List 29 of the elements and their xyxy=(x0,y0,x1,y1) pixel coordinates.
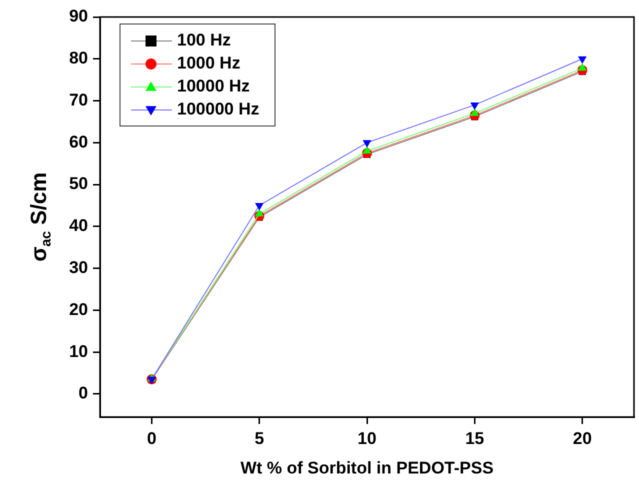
point xyxy=(255,208,264,216)
y-tick-label: 50 xyxy=(69,174,88,194)
point xyxy=(255,202,264,210)
x-tick-label: 10 xyxy=(358,428,376,448)
y-tick-label: 30 xyxy=(69,258,88,277)
point xyxy=(578,63,587,71)
y-tick-label: 60 xyxy=(69,132,88,152)
point xyxy=(578,56,587,64)
x-tick-label: 15 xyxy=(465,428,484,448)
y-tick-label: 70 xyxy=(69,90,88,110)
x-tick-label: 5 xyxy=(254,428,264,448)
y-axis-title: σac S/cm xyxy=(26,172,54,262)
x-tick-label: 20 xyxy=(572,428,592,448)
y-tick-label: 90 xyxy=(69,6,88,26)
legend-label: 100 Hz xyxy=(177,30,231,50)
x-tick-label: 0 xyxy=(146,428,156,448)
point xyxy=(362,146,372,154)
point xyxy=(362,140,372,148)
legend-label: 10000 Hz xyxy=(177,76,250,96)
y-tick-label: 0 xyxy=(78,384,88,403)
y-tick-label: 10 xyxy=(69,342,88,361)
point xyxy=(470,108,479,116)
x-axis-title: Wt % of Sorbitol in PEDOT-PSS xyxy=(240,458,494,478)
y-tick-label: 80 xyxy=(69,48,88,68)
y-tick-label: 40 xyxy=(69,216,88,236)
legend-label: 100000 Hz xyxy=(177,100,260,119)
point xyxy=(470,102,479,110)
legend-label: 1000 Hz xyxy=(177,54,240,73)
y-tick-label: 20 xyxy=(69,300,88,319)
